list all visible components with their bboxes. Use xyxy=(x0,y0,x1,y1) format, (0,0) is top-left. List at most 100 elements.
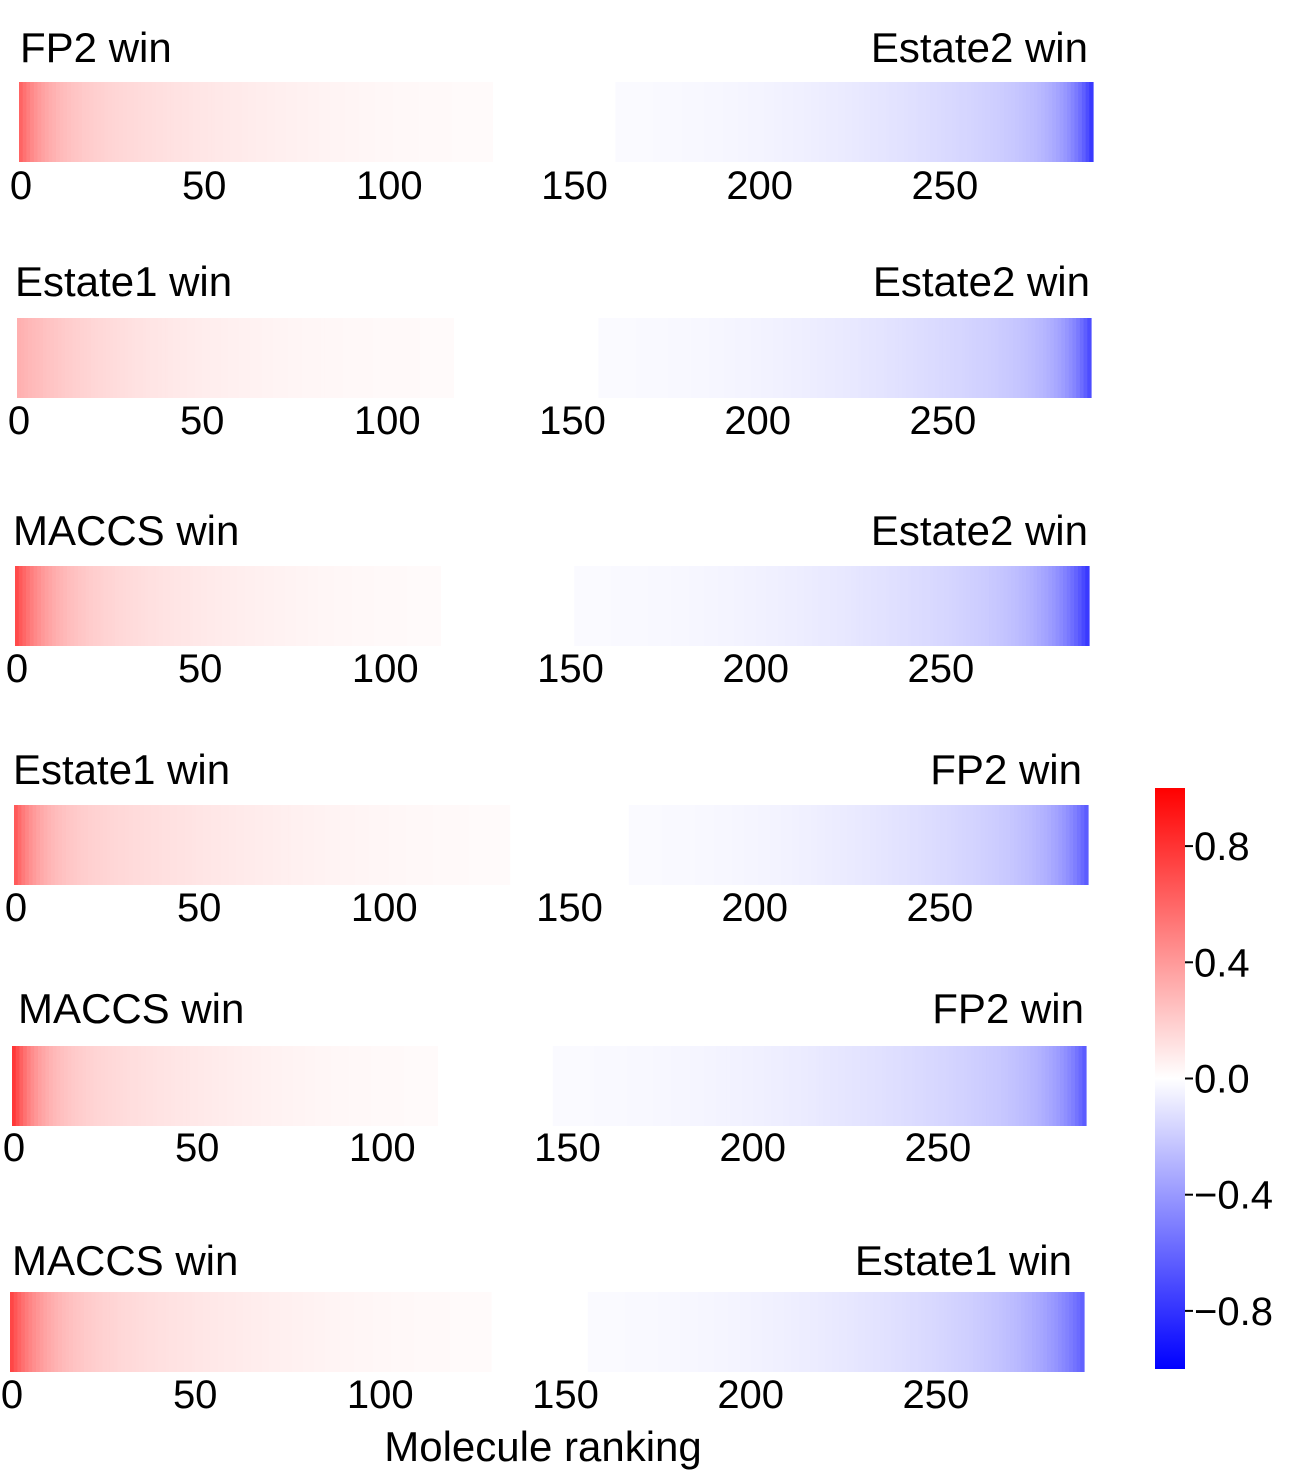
heatmap-cell xyxy=(600,82,605,162)
heatmap-cell xyxy=(422,82,427,162)
heatmap-cell xyxy=(577,566,583,646)
heatmap-cell xyxy=(47,805,52,885)
heatmap-cell xyxy=(568,318,574,398)
heatmap-cell xyxy=(451,805,456,885)
heatmap-cell xyxy=(734,1046,739,1126)
heatmap-cell xyxy=(716,318,722,398)
heatmap-cell xyxy=(1002,1292,1007,1372)
heatmap-cell xyxy=(213,1292,218,1372)
heatmap-cell xyxy=(117,805,122,885)
heatmap-cell xyxy=(139,1292,144,1372)
heatmap-cell xyxy=(400,566,405,646)
heatmap-cell xyxy=(559,82,564,162)
heatmap-cell xyxy=(528,805,534,885)
heatmap-cell xyxy=(356,82,361,162)
heatmap-cell xyxy=(114,566,120,646)
x-tick-label: 50 xyxy=(180,399,225,443)
heatmap-cell xyxy=(209,1292,215,1372)
heatmap-cell xyxy=(239,318,244,398)
heatmap-cell xyxy=(552,82,557,162)
heatmap-cell xyxy=(810,805,815,885)
heatmap-cell xyxy=(228,318,233,398)
heatmap-cell xyxy=(257,318,263,398)
heatmap-cell xyxy=(928,1292,933,1372)
heatmap-cell xyxy=(508,1046,513,1126)
heatmap-cell xyxy=(696,82,702,162)
heatmap-cell xyxy=(641,82,646,162)
heatmap-cell xyxy=(648,1046,654,1126)
heatmap-cell xyxy=(667,82,672,162)
heatmap-cell xyxy=(472,318,477,398)
heatmap-cell xyxy=(728,1292,733,1372)
heatmap-cell xyxy=(1032,1292,1037,1372)
heatmap-cell xyxy=(743,805,748,885)
heatmap-cell xyxy=(879,318,885,398)
heatmap-cell xyxy=(911,1046,917,1126)
heatmap-cell xyxy=(61,1292,67,1372)
heatmap-cell xyxy=(685,566,690,646)
heatmap-cell xyxy=(318,82,324,162)
heatmap-cell xyxy=(633,82,639,162)
heatmap-cell xyxy=(211,566,216,646)
heatmap-cell xyxy=(474,82,479,162)
heatmap-cell xyxy=(544,566,549,646)
heatmap-cell xyxy=(711,82,716,162)
heatmap-cell xyxy=(229,566,235,646)
panel-left-label: MACCS win xyxy=(12,1237,238,1284)
heatmap-cell xyxy=(158,1292,163,1372)
heatmap-cell xyxy=(665,805,671,885)
heatmap-cell xyxy=(928,318,933,398)
heatmap-cell xyxy=(534,1046,539,1126)
heatmap-cell xyxy=(645,1046,650,1126)
heatmap-cell xyxy=(373,805,378,885)
heatmap-cell xyxy=(798,1292,804,1372)
heatmap-cell xyxy=(170,566,175,646)
heatmap-cell xyxy=(26,1046,32,1126)
heatmap-cell xyxy=(144,566,149,646)
heatmap-cell xyxy=(580,1292,585,1372)
heatmap-cell xyxy=(1044,566,1049,646)
heatmap-cell xyxy=(396,566,401,646)
heatmap-cell xyxy=(529,566,535,646)
heatmap-cell xyxy=(584,805,589,885)
heatmap-cell xyxy=(55,566,61,646)
heatmap-cell xyxy=(609,1292,615,1372)
heatmap-cell xyxy=(929,566,935,646)
heatmap-cell xyxy=(348,82,353,162)
heatmap-cell xyxy=(161,318,166,398)
heatmap-cell xyxy=(347,1292,352,1372)
heatmap-cell xyxy=(137,566,142,646)
heatmap-cell xyxy=(367,82,372,162)
heatmap-cell xyxy=(108,1046,113,1126)
heatmap-cell xyxy=(618,82,624,162)
heatmap-cell xyxy=(996,566,1001,646)
panel-5: MACCS win FP2 win 0 50 100 150 200 250 xyxy=(3,985,1087,1170)
heatmap-cell xyxy=(91,805,97,885)
heatmap-cell xyxy=(383,318,388,398)
heatmap-cell xyxy=(850,1292,855,1372)
heatmap-cell xyxy=(669,1292,674,1372)
heatmap-cell xyxy=(676,318,681,398)
heatmap-cell xyxy=(863,82,868,162)
heatmap-cell xyxy=(761,1292,767,1372)
heatmap-cell xyxy=(506,1292,511,1372)
heatmap-cell xyxy=(471,1046,476,1126)
heatmap-cell xyxy=(787,318,792,398)
heatmap-cell xyxy=(17,318,22,398)
heatmap-cell xyxy=(694,318,700,398)
x-tick-label: 250 xyxy=(907,886,974,930)
heatmap-cell xyxy=(892,566,898,646)
heatmap-cell xyxy=(484,1292,489,1372)
heatmap-cell xyxy=(439,1292,444,1372)
heatmap-cell xyxy=(913,318,918,398)
heatmap-cell xyxy=(981,566,986,646)
heatmap-cell xyxy=(30,82,35,162)
heatmap-cell xyxy=(308,1046,313,1126)
heatmap-cell xyxy=(274,1046,280,1126)
heatmap-cell xyxy=(1081,82,1087,162)
heatmap-cell xyxy=(388,805,393,885)
heatmap-cell xyxy=(872,1292,878,1372)
heatmap-cell xyxy=(367,1046,372,1126)
heatmap-cell xyxy=(497,1046,502,1126)
heatmap-cell xyxy=(1067,1046,1072,1126)
